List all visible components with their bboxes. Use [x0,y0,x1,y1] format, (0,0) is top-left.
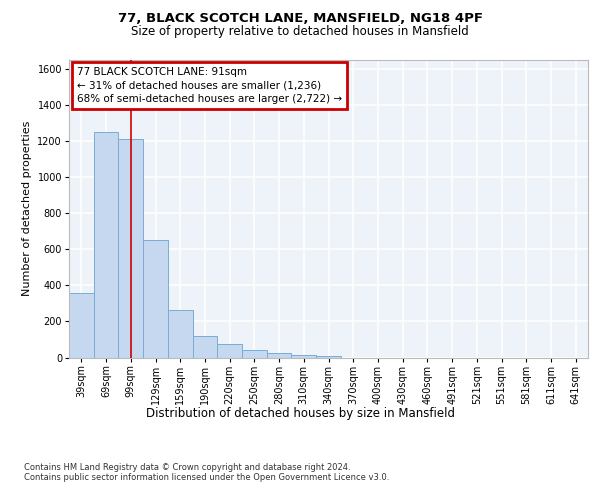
Text: Contains public sector information licensed under the Open Government Licence v3: Contains public sector information licen… [24,472,389,482]
Y-axis label: Number of detached properties: Number of detached properties [22,121,32,296]
Text: Size of property relative to detached houses in Mansfield: Size of property relative to detached ho… [131,25,469,38]
Text: 77 BLACK SCOTCH LANE: 91sqm
← 31% of detached houses are smaller (1,236)
68% of : 77 BLACK SCOTCH LANE: 91sqm ← 31% of det… [77,68,342,104]
Bar [168,310,193,358]
Bar [292,355,316,358]
Bar [316,356,341,358]
Bar [118,140,143,358]
Bar [193,336,217,357]
Bar [94,132,118,358]
Bar [143,240,168,358]
Bar [242,350,267,358]
Text: Contains HM Land Registry data © Crown copyright and database right 2024.: Contains HM Land Registry data © Crown c… [24,462,350,471]
Bar [217,344,242,358]
Bar [69,292,94,358]
Bar [267,353,292,358]
Text: Distribution of detached houses by size in Mansfield: Distribution of detached houses by size … [146,408,455,420]
Text: 77, BLACK SCOTCH LANE, MANSFIELD, NG18 4PF: 77, BLACK SCOTCH LANE, MANSFIELD, NG18 4… [118,12,482,26]
